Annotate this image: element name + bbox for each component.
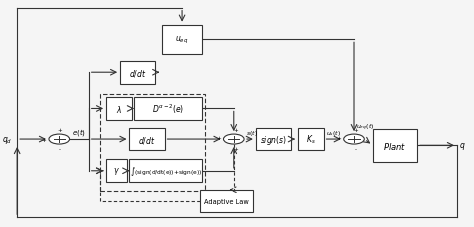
- Text: +: +: [234, 128, 238, 133]
- Bar: [129, 128, 164, 151]
- Bar: [120, 62, 155, 84]
- Circle shape: [223, 134, 244, 144]
- Text: +: +: [41, 137, 46, 142]
- Text: $D^{\alpha-2}(e)$: $D^{\alpha-2}(e)$: [152, 102, 184, 116]
- Text: $e(t)$: $e(t)$: [72, 126, 86, 137]
- Text: $u_s(t)$: $u_s(t)$: [326, 128, 341, 138]
- Bar: [298, 128, 324, 151]
- Bar: [134, 98, 202, 120]
- Bar: [256, 128, 291, 151]
- Text: $q_d$: $q_d$: [2, 134, 12, 145]
- Bar: [200, 190, 254, 212]
- Circle shape: [344, 134, 365, 144]
- Bar: [373, 129, 417, 162]
- Bar: [100, 94, 205, 191]
- Text: $d/dt$: $d/dt$: [138, 134, 156, 145]
- Bar: [106, 98, 132, 120]
- Text: $Plant$: $Plant$: [383, 140, 407, 151]
- Bar: [129, 160, 202, 182]
- Text: +: +: [234, 146, 238, 151]
- Bar: [106, 160, 127, 182]
- Circle shape: [49, 134, 70, 144]
- Text: $\lambda$: $\lambda$: [116, 104, 122, 114]
- Text: +: +: [354, 128, 358, 133]
- Text: $K_s$: $K_s$: [306, 133, 316, 146]
- Text: $d/dt$: $d/dt$: [129, 67, 146, 78]
- Text: +: +: [57, 128, 62, 133]
- Text: +: +: [216, 136, 221, 141]
- Text: $sign(s)$: $sign(s)$: [260, 133, 287, 146]
- Text: $u_{eq}(t)$: $u_{eq}(t)$: [356, 123, 374, 133]
- Text: $\int$(sign(d/dt(e))+sign(e)): $\int$(sign(d/dt(e))+sign(e)): [129, 165, 202, 177]
- Text: $s(t)$: $s(t)$: [246, 128, 258, 138]
- Text: -: -: [58, 146, 60, 151]
- Bar: [162, 25, 202, 55]
- Text: +: +: [336, 136, 341, 141]
- Text: $u_{eq}$: $u_{eq}$: [175, 35, 189, 46]
- Text: Adaptive Law: Adaptive Law: [204, 198, 249, 204]
- Text: $q$: $q$: [459, 140, 466, 151]
- Text: $\gamma$: $\gamma$: [113, 165, 120, 177]
- Text: -: -: [355, 146, 357, 151]
